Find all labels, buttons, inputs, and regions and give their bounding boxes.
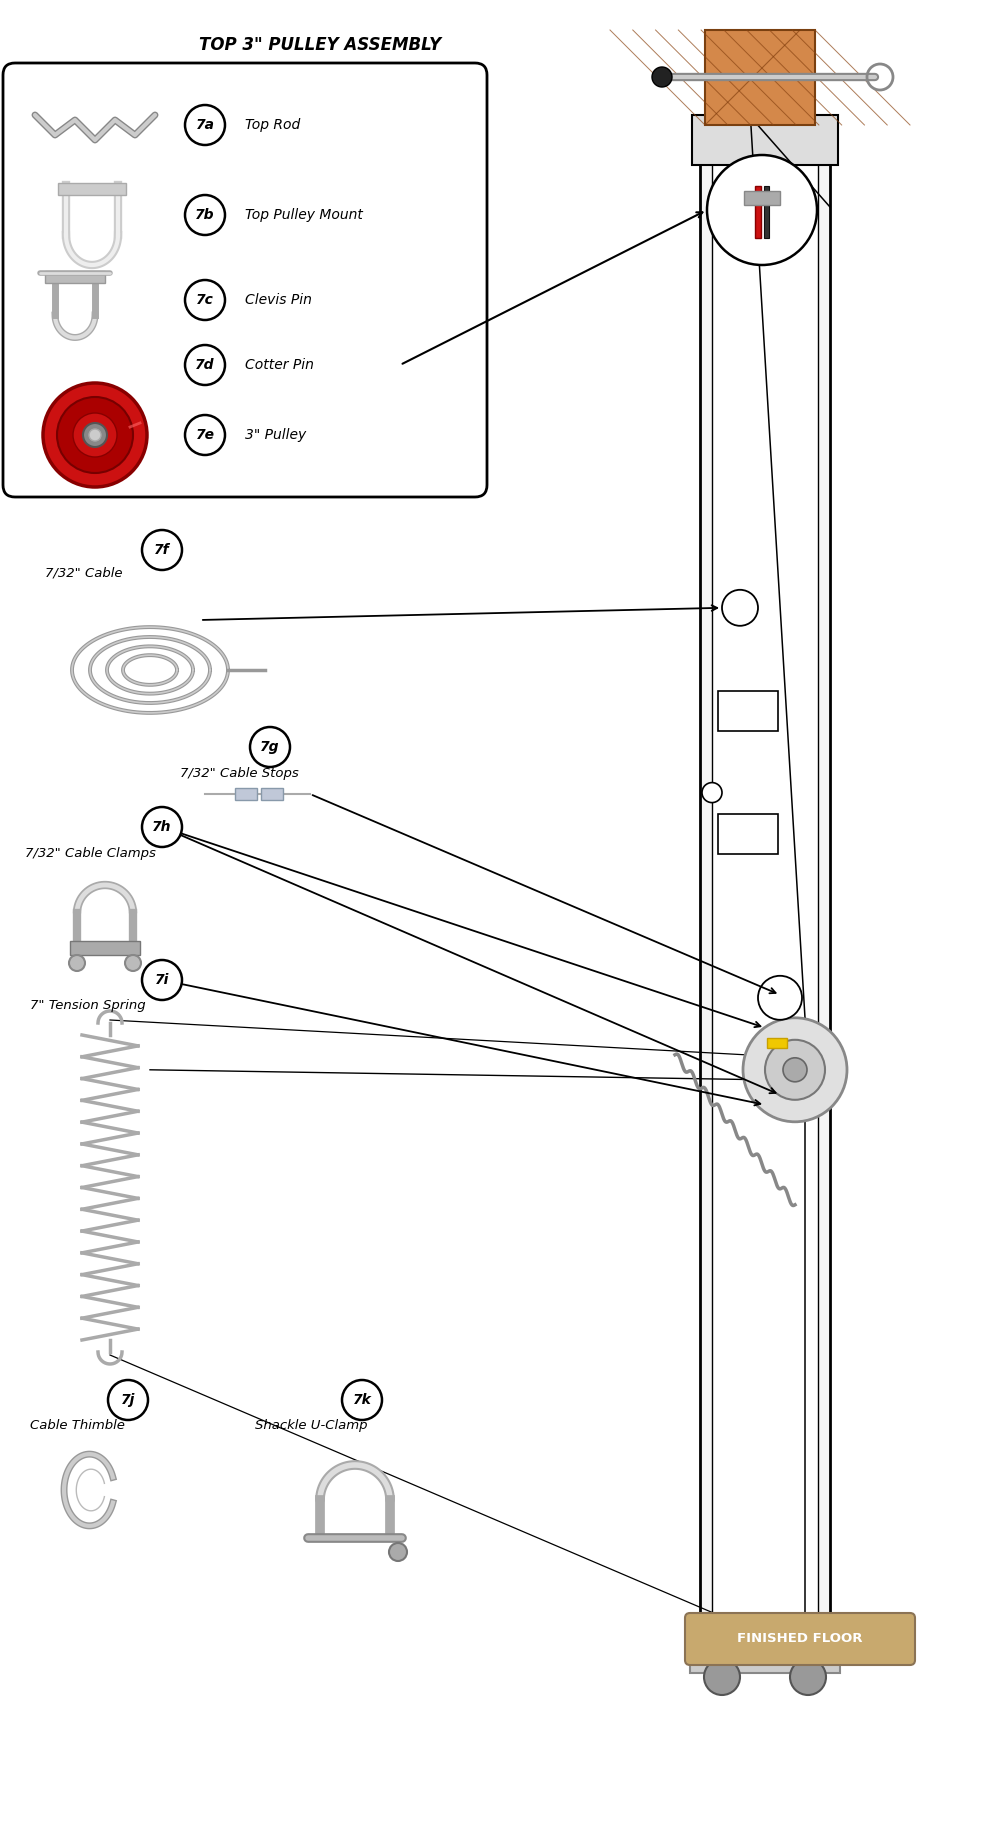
Circle shape [652,68,672,86]
Text: TOP 3" PULLEY ASSEMBLY: TOP 3" PULLEY ASSEMBLY [199,37,442,53]
Circle shape [342,1380,382,1420]
Text: 7k: 7k [352,1393,371,1407]
Bar [700,116,830,1655]
Circle shape [142,530,182,571]
Circle shape [69,954,85,971]
Text: Shackle U-Clamp: Shackle U-Clamp [255,1418,367,1431]
Bar [235,787,257,800]
Text: 3" Pulley: 3" Pulley [245,428,306,442]
Text: 7/32" Cable: 7/32" Cable [45,567,123,580]
Bar [718,815,778,855]
Bar [767,1039,787,1048]
Bar [58,184,126,195]
Text: 7/32" Cable Stops: 7/32" Cable Stops [180,767,299,780]
Circle shape [185,345,225,385]
Text: 7i: 7i [154,973,169,987]
Circle shape [83,424,107,448]
Text: Top Rod: Top Rod [245,117,300,132]
Circle shape [185,195,225,235]
Text: 7j: 7j [121,1393,136,1407]
FancyBboxPatch shape [685,1613,915,1664]
Circle shape [142,960,182,1000]
Circle shape [73,413,117,457]
FancyBboxPatch shape [3,62,487,497]
Circle shape [743,1018,847,1121]
Text: 7d: 7d [195,358,215,373]
Circle shape [185,281,225,319]
Bar [712,127,818,1642]
Text: 7b: 7b [195,207,215,222]
Text: FINISHED FLOOR: FINISHED FLOOR [738,1633,862,1646]
Circle shape [790,1659,826,1696]
Circle shape [702,782,722,802]
Circle shape [250,727,290,767]
Text: Clevis Pin: Clevis Pin [245,294,312,306]
Bar [718,692,778,730]
Bar [692,116,838,165]
Circle shape [185,105,225,145]
Circle shape [704,1659,740,1696]
Circle shape [707,154,817,264]
Bar [45,272,105,283]
Circle shape [108,1380,148,1420]
Text: 7c: 7c [196,294,214,306]
Circle shape [783,1057,807,1083]
Text: 7g: 7g [260,740,280,754]
Bar [764,185,769,239]
Text: 7e: 7e [195,428,215,442]
Bar [261,787,283,800]
Text: Top Pulley Mount: Top Pulley Mount [245,207,363,222]
Circle shape [765,1040,825,1099]
Circle shape [758,976,802,1020]
Circle shape [389,1543,407,1562]
Circle shape [142,807,182,848]
Circle shape [722,589,758,626]
Text: 7" Tension Spring: 7" Tension Spring [30,998,146,1011]
Bar [755,185,761,239]
Bar [690,1655,840,1674]
Circle shape [57,396,133,473]
Circle shape [185,415,225,455]
Text: 7h: 7h [152,820,171,833]
Circle shape [43,384,147,486]
Circle shape [125,954,141,971]
Text: 7/32" Cable Clamps: 7/32" Cable Clamps [25,846,155,859]
Bar [744,191,780,206]
Bar [705,29,815,125]
Text: Cotter Pin: Cotter Pin [245,358,314,373]
Text: 7f: 7f [154,543,170,558]
Text: 7a: 7a [195,117,215,132]
Text: Cable Thimble: Cable Thimble [30,1418,125,1431]
Circle shape [89,429,101,440]
Bar [70,941,140,954]
